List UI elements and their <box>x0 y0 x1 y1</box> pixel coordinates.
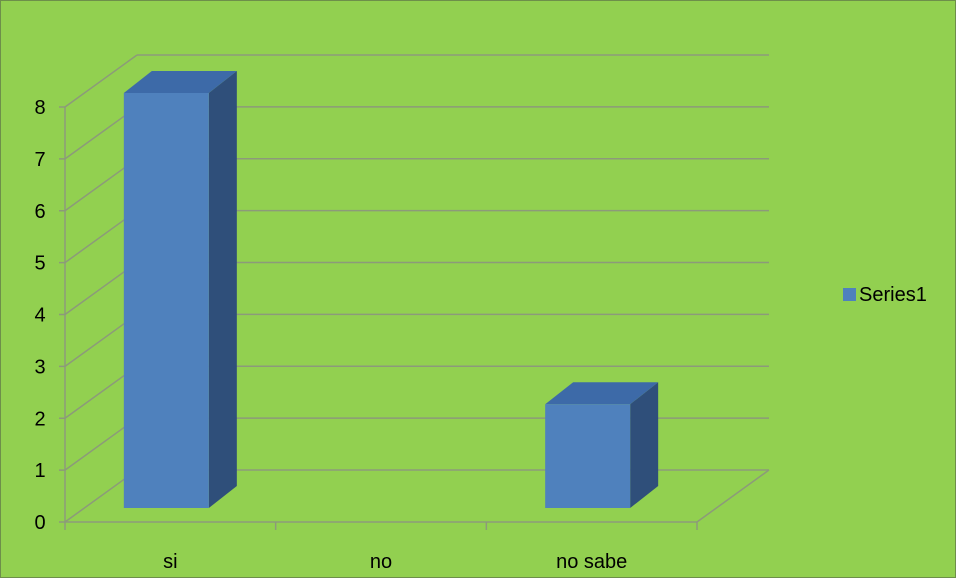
bar-top-no-sabe <box>545 382 659 405</box>
legend: Series1 <box>843 284 927 306</box>
y-tick-label-7: 7 <box>34 149 45 171</box>
category-labels: si no no sabe <box>163 551 627 573</box>
y-tick-label-3: 3 <box>34 356 45 378</box>
bar-side-si <box>208 71 237 508</box>
legend-label-series1: Series1 <box>859 284 927 306</box>
y-tick-label-2: 2 <box>34 408 45 430</box>
x-category-label-1: no <box>370 551 392 573</box>
y-tick-label-0: 0 <box>34 512 45 534</box>
floor-right-edge <box>696 469 770 523</box>
y-tick-label-1: 1 <box>34 460 45 482</box>
bar-side-no-sabe <box>630 382 659 508</box>
bars <box>123 71 659 508</box>
gridline-diagonal-8 <box>64 54 138 108</box>
bar-no-sabe <box>545 404 631 508</box>
y-tick-label-4: 4 <box>34 305 45 327</box>
x-category-label-2: no sabe <box>556 551 627 573</box>
y-tick-label-5: 5 <box>34 253 45 275</box>
bar-si <box>123 93 209 508</box>
y-tick-label-6: 6 <box>34 201 45 223</box>
x-category-label-0: si <box>163 551 177 573</box>
axes <box>59 106 770 530</box>
y-tick-labels: 0 1 2 3 4 5 6 7 8 <box>34 97 45 534</box>
bar-top-si <box>123 71 237 93</box>
y-tick-label-8: 8 <box>34 97 45 119</box>
legend-swatch-series1 <box>843 288 856 301</box>
